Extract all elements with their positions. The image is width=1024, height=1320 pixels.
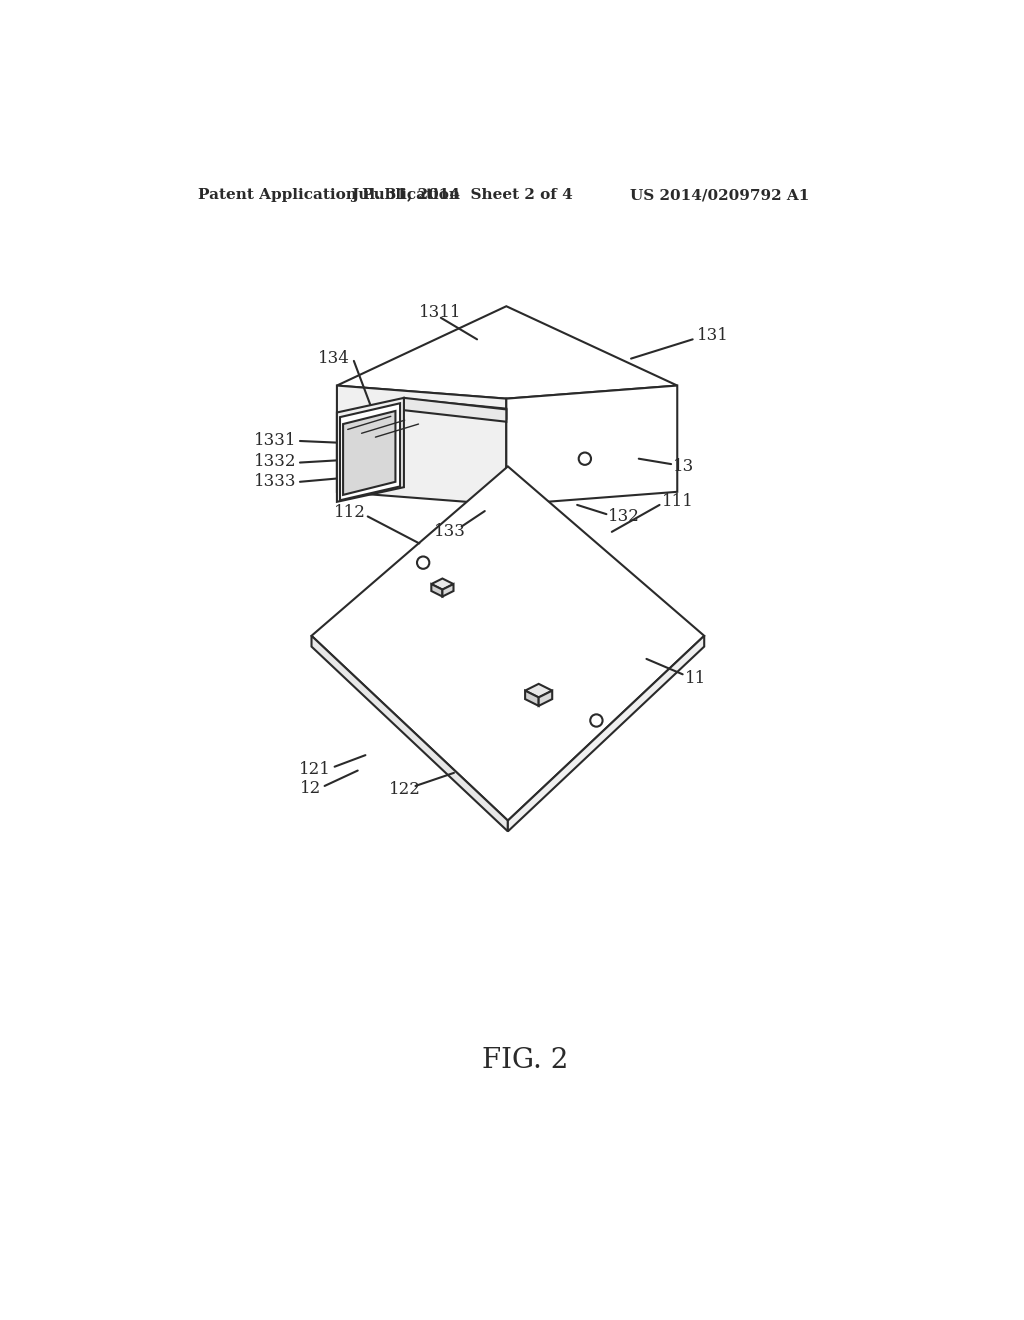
Text: 112: 112 (334, 504, 366, 521)
Text: FIG. 2: FIG. 2 (481, 1047, 568, 1074)
Text: Jul. 31, 2014  Sheet 2 of 4: Jul. 31, 2014 Sheet 2 of 4 (351, 189, 572, 202)
Polygon shape (403, 399, 506, 418)
Polygon shape (431, 578, 454, 590)
Polygon shape (311, 636, 508, 832)
Polygon shape (442, 583, 454, 597)
Text: 1332: 1332 (254, 453, 296, 470)
Circle shape (417, 557, 429, 569)
Polygon shape (337, 306, 677, 399)
Text: 11: 11 (685, 669, 707, 686)
Text: US 2014/0209792 A1: US 2014/0209792 A1 (630, 189, 809, 202)
Polygon shape (403, 397, 506, 422)
Text: 1333: 1333 (254, 474, 296, 490)
Polygon shape (525, 684, 552, 697)
Polygon shape (539, 690, 552, 706)
Polygon shape (337, 385, 506, 506)
Text: 12: 12 (300, 780, 322, 797)
Text: 121: 121 (299, 760, 331, 777)
Polygon shape (311, 466, 705, 821)
Polygon shape (337, 397, 403, 502)
Polygon shape (506, 385, 677, 506)
Text: 122: 122 (388, 781, 421, 799)
Polygon shape (340, 404, 400, 500)
Text: 131: 131 (696, 327, 728, 345)
Text: 132: 132 (608, 508, 640, 525)
Polygon shape (343, 411, 395, 495)
Text: 1331: 1331 (254, 433, 296, 450)
Text: 111: 111 (662, 492, 693, 510)
Polygon shape (431, 583, 442, 597)
Text: Patent Application Publication: Patent Application Publication (199, 189, 461, 202)
Circle shape (351, 440, 359, 447)
Text: 133: 133 (434, 523, 466, 540)
Polygon shape (525, 690, 539, 706)
Text: 1311: 1311 (419, 304, 462, 321)
Circle shape (579, 453, 591, 465)
Text: 134: 134 (318, 350, 350, 367)
Circle shape (590, 714, 602, 726)
Circle shape (366, 462, 373, 470)
Text: 13: 13 (674, 458, 694, 475)
Polygon shape (508, 636, 705, 832)
Circle shape (376, 421, 386, 432)
